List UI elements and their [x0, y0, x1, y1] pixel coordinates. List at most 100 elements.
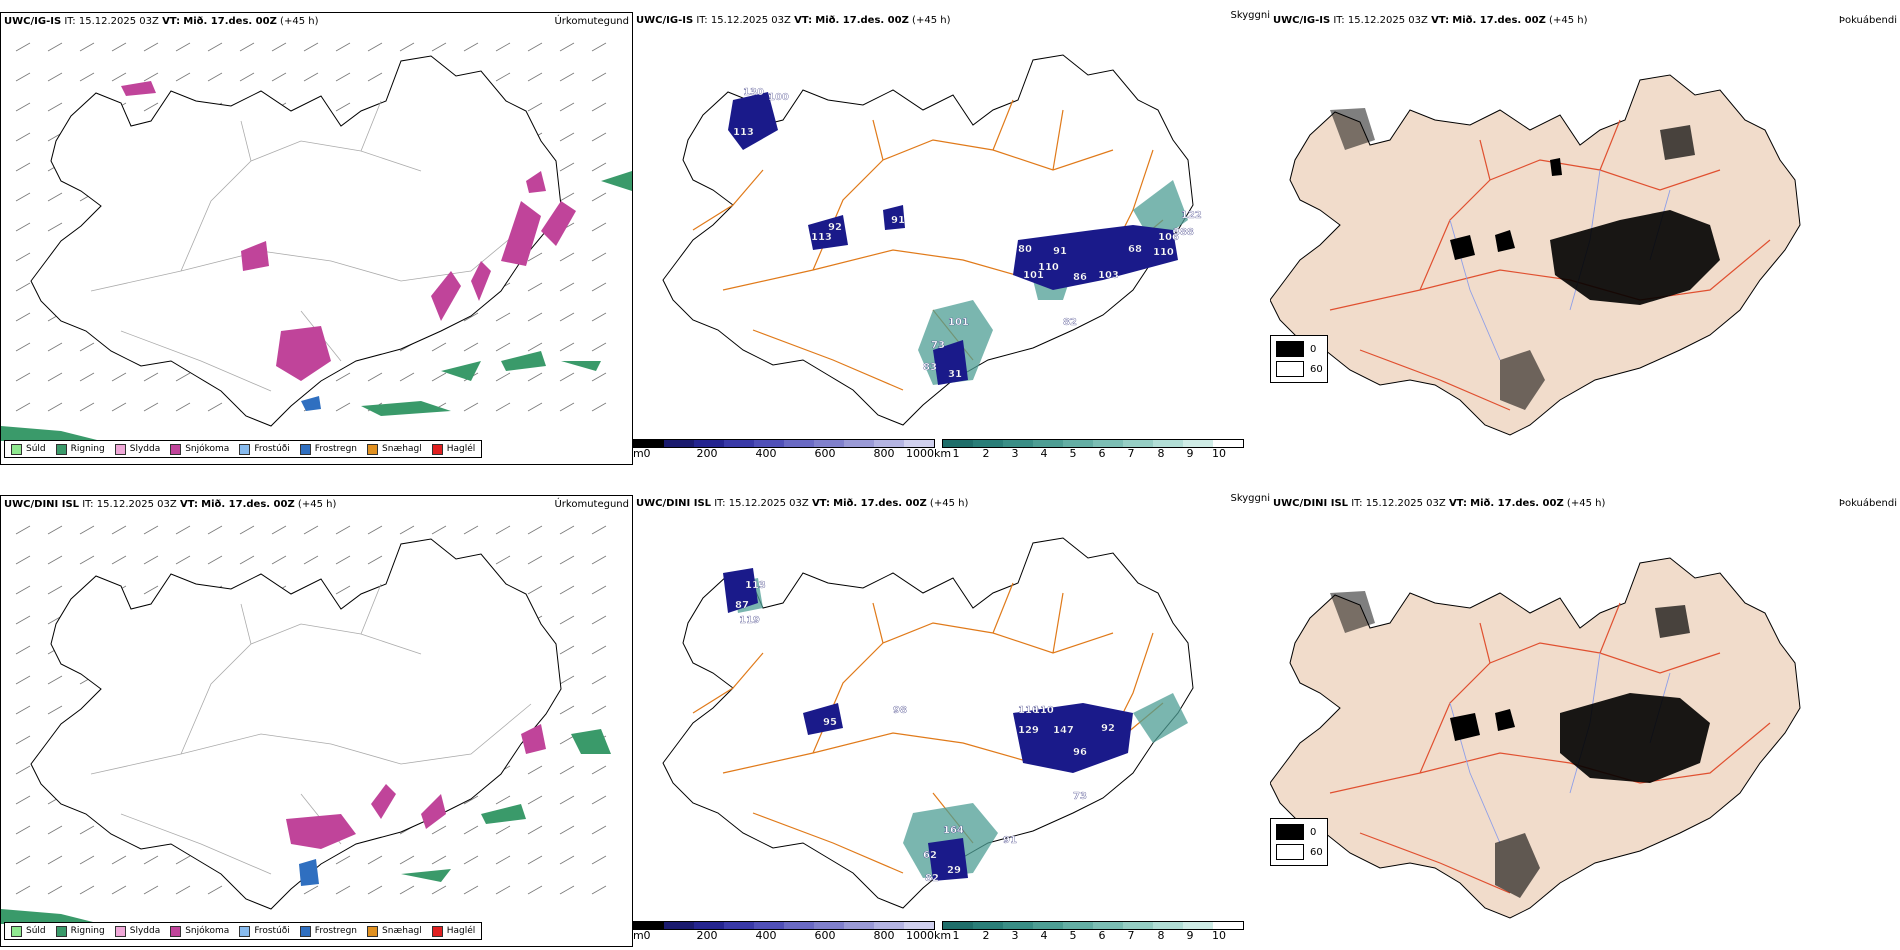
wind-barb — [591, 342, 607, 352]
legend-label: Slydda — [129, 926, 161, 936]
vt-label: VT: — [162, 16, 181, 27]
wind-barb — [303, 42, 319, 52]
colorbar-segment — [634, 922, 664, 929]
wind-barb — [527, 555, 543, 565]
wind-barb — [431, 525, 447, 535]
visibility-colorbar: km 1 2 3 4 5 6 7 8 9 10 — [934, 919, 1262, 945]
ceiling-value-label: 119 — [739, 615, 760, 626]
road-network — [90, 583, 532, 875]
iceland-land — [1270, 557, 1801, 919]
fog-swatch — [1276, 361, 1304, 377]
vt-value: Mið. 17.des. 00Z — [183, 16, 277, 27]
colorbar-segment — [694, 440, 724, 447]
legend-item: Snjókoma — [170, 925, 229, 937]
fog-map — [1270, 74, 1801, 436]
wind-barb — [271, 42, 287, 52]
ceiling-value-label: 86 — [1073, 272, 1087, 283]
ceiling-value-label: 101 — [948, 317, 969, 328]
fog-legend: 0 60 — [1270, 818, 1328, 866]
wind-barb — [15, 585, 31, 595]
ceiling-value-label: 122 — [1181, 210, 1202, 221]
visibility-tick: 1 — [952, 929, 960, 942]
vt-value: Mið. 17.des. 00Z — [1470, 498, 1564, 509]
wind-barb — [559, 525, 575, 535]
legend-swatch — [299, 925, 311, 937]
wind-barb — [143, 585, 159, 595]
wind-barb — [111, 885, 127, 895]
ceiling-tick: 800 — [873, 929, 895, 942]
legend-item: Haglél — [431, 443, 475, 455]
legend-item: Rigning — [55, 443, 105, 455]
wind-barb — [495, 825, 511, 835]
wind-barb — [399, 525, 415, 535]
wind-barb — [559, 162, 575, 172]
wind-barb — [559, 765, 575, 775]
wind-barb — [15, 855, 31, 865]
visibility-unit: km — [934, 929, 952, 942]
wind-barb — [79, 525, 95, 535]
visibility-tick: 10 — [1212, 929, 1226, 942]
wind-barb — [15, 252, 31, 262]
wind-barb — [591, 585, 607, 595]
wind-barb — [175, 42, 191, 52]
ceiling-value-label: 31 — [948, 369, 962, 380]
wind-barb — [527, 765, 543, 775]
wind-barb — [431, 855, 447, 865]
panel-header: UWC/IG-IS IT: 15.12.2025 03Z VT: Mið. 17… — [1273, 15, 1587, 26]
visibility-colorbar-scale — [942, 921, 1244, 930]
wind-barb — [15, 72, 31, 82]
colorbar-segment — [1093, 440, 1123, 447]
wind-barb — [367, 555, 383, 565]
wind-barb — [335, 525, 351, 535]
wind-barb — [175, 402, 191, 412]
wind-barb — [175, 855, 191, 865]
ceiling-tick: 600 — [814, 447, 836, 460]
legend-item: Frostúði — [239, 443, 290, 455]
wind-barb — [559, 252, 575, 262]
ceiling-tick: 1000 — [906, 929, 934, 942]
fog-swatch — [1276, 844, 1304, 860]
it-label: IT: — [64, 16, 76, 27]
road-network — [90, 100, 532, 392]
precip-type-legend: Súld Rigning Slydda Snjókoma Frostúði Fr… — [4, 440, 483, 458]
rain-areas — [1, 729, 611, 924]
colorbar-segment — [904, 922, 934, 929]
legend-item: Rigning — [55, 925, 105, 937]
wind-barb — [79, 555, 95, 565]
colorbar-segment — [904, 440, 934, 447]
precip-map — [1, 525, 611, 924]
visibility-tick: 3 — [1011, 929, 1019, 942]
colorbar-segment — [1213, 440, 1243, 447]
wind-barb — [431, 42, 447, 52]
legend-swatch — [11, 443, 22, 455]
legend-label: Haglél — [446, 926, 476, 936]
wind-barb — [111, 525, 127, 535]
ceiling-value-label: 91 — [1003, 835, 1017, 846]
ceiling-tick: 400 — [755, 929, 777, 942]
legend-swatch — [431, 925, 443, 937]
visibility-tick: 2 — [982, 447, 990, 460]
wind-barb — [335, 885, 351, 895]
fog-legend-label: 0 — [1310, 826, 1317, 838]
ceiling-value-label: 110 — [1033, 705, 1054, 716]
legend-label: Frostregn — [314, 444, 358, 454]
wind-barb — [367, 885, 383, 895]
ceiling-value-label: 130 — [743, 87, 764, 98]
model-name: UWC/IG-IS — [1273, 15, 1331, 26]
wind-barb — [47, 555, 63, 565]
visibility-tick: 6 — [1098, 929, 1106, 942]
fog-areas — [1330, 108, 1720, 410]
model-name: UWC/IG-IS — [4, 16, 62, 27]
wind-barb — [207, 42, 223, 52]
colorbar-segment — [943, 922, 973, 929]
ceiling-value-label: 103 — [1098, 270, 1119, 281]
legend-swatch — [114, 443, 126, 455]
ceiling-visibility-panel-top: UWC/IG-IS IT: 15.12.2025 03Z VT: Mið. 17… — [633, 10, 1270, 465]
colorbar-segment — [943, 440, 973, 447]
ceiling-tick: 800 — [873, 447, 895, 460]
legend-label: Snæhagl — [382, 926, 422, 936]
colorbar-segment — [1093, 922, 1123, 929]
wind-barb — [143, 42, 159, 52]
legend-item: Haglél — [431, 925, 476, 937]
